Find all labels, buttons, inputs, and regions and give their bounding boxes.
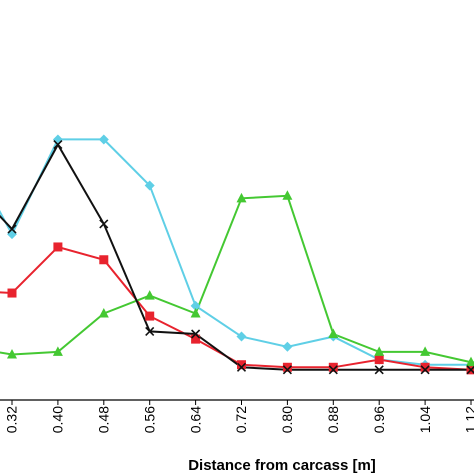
- data-point-square-10: [420, 362, 430, 372]
- x-tick-label-10: 1.12: [463, 406, 474, 433]
- x-tick-label-5: 0.72: [233, 406, 249, 433]
- data-point-square-7: [282, 362, 292, 372]
- data-point-square-2: [53, 242, 63, 252]
- data-point-square-6: [237, 360, 246, 370]
- data-point-square-1: [7, 288, 17, 298]
- data-point-triangle-6: [236, 192, 247, 203]
- data-point-cross-9: [374, 365, 384, 375]
- data-point-square-3: [99, 255, 109, 265]
- series-lines: [0, 138, 474, 371]
- x-tick-label-4: 0.64: [187, 406, 203, 433]
- data-point-triangle-7: [282, 190, 293, 200]
- x-tick-label-3: 0.56: [141, 406, 157, 433]
- data-point-triangle-1: [7, 348, 17, 359]
- data-point-diamond-2: [52, 134, 63, 145]
- data-point-triangle-3: [98, 308, 109, 318]
- data-point-square-4: [145, 311, 155, 321]
- data-point-triangle-2: [52, 346, 63, 356]
- data-point-diamond-5: [190, 300, 201, 311]
- data-point-cross-2: [53, 139, 63, 150]
- x-tick-labels: 0.32 0.40 0.48 0.56 0.64 0.72 0.80 0.88 0.96 1.04…: [4, 406, 474, 433]
- data-point-triangle-11: [466, 356, 474, 367]
- data-point-square-9: [374, 355, 384, 365]
- data-point-cross-4: [145, 326, 155, 337]
- data-point-cross-7: [282, 365, 292, 375]
- data-point-cross-6: [236, 362, 247, 372]
- data-point-diamond-7: [282, 341, 293, 352]
- x-tick-label-6: 0.80: [279, 406, 295, 433]
- data-point-square-8: [328, 362, 338, 372]
- data-point-cross-8: [328, 365, 338, 375]
- x-tick-label-8: 0.96: [371, 406, 387, 433]
- x-tick-label-7: 0.88: [325, 406, 341, 433]
- x-tick-label-9: 1.04: [417, 406, 433, 433]
- data-point-triangle-10: [420, 346, 431, 356]
- data-point-triangle-5: [190, 308, 201, 318]
- data-point-diamond-4: [144, 180, 155, 191]
- x-ticks: [11, 400, 472, 405]
- series-line-cross: [0, 142, 474, 371]
- series-line-triangle: [0, 194, 474, 364]
- data-point-square-5: [191, 334, 201, 344]
- data-point-diamond-6: [236, 331, 247, 342]
- series-markers: [7, 134, 474, 375]
- data-point-cross-10: [420, 365, 430, 375]
- data-point-diamond-3: [98, 134, 109, 145]
- data-point-diamond-1: [7, 229, 17, 240]
- x-tick-label-2: 0.48: [96, 406, 112, 433]
- x-axis-title: Distance from carcass [m]: [188, 457, 376, 474]
- x-tick-label-1: 0.40: [50, 406, 66, 433]
- data-point-cross-5: [191, 329, 201, 339]
- data-point-triangle-4: [144, 290, 155, 300]
- data-point-cross-3: [99, 219, 109, 229]
- x-tick-label-0: 0.32: [4, 406, 20, 433]
- data-point-cross-1: [7, 224, 17, 234]
- data-point-triangle-8: [328, 328, 339, 338]
- data-point-triangle-9: [374, 346, 385, 356]
